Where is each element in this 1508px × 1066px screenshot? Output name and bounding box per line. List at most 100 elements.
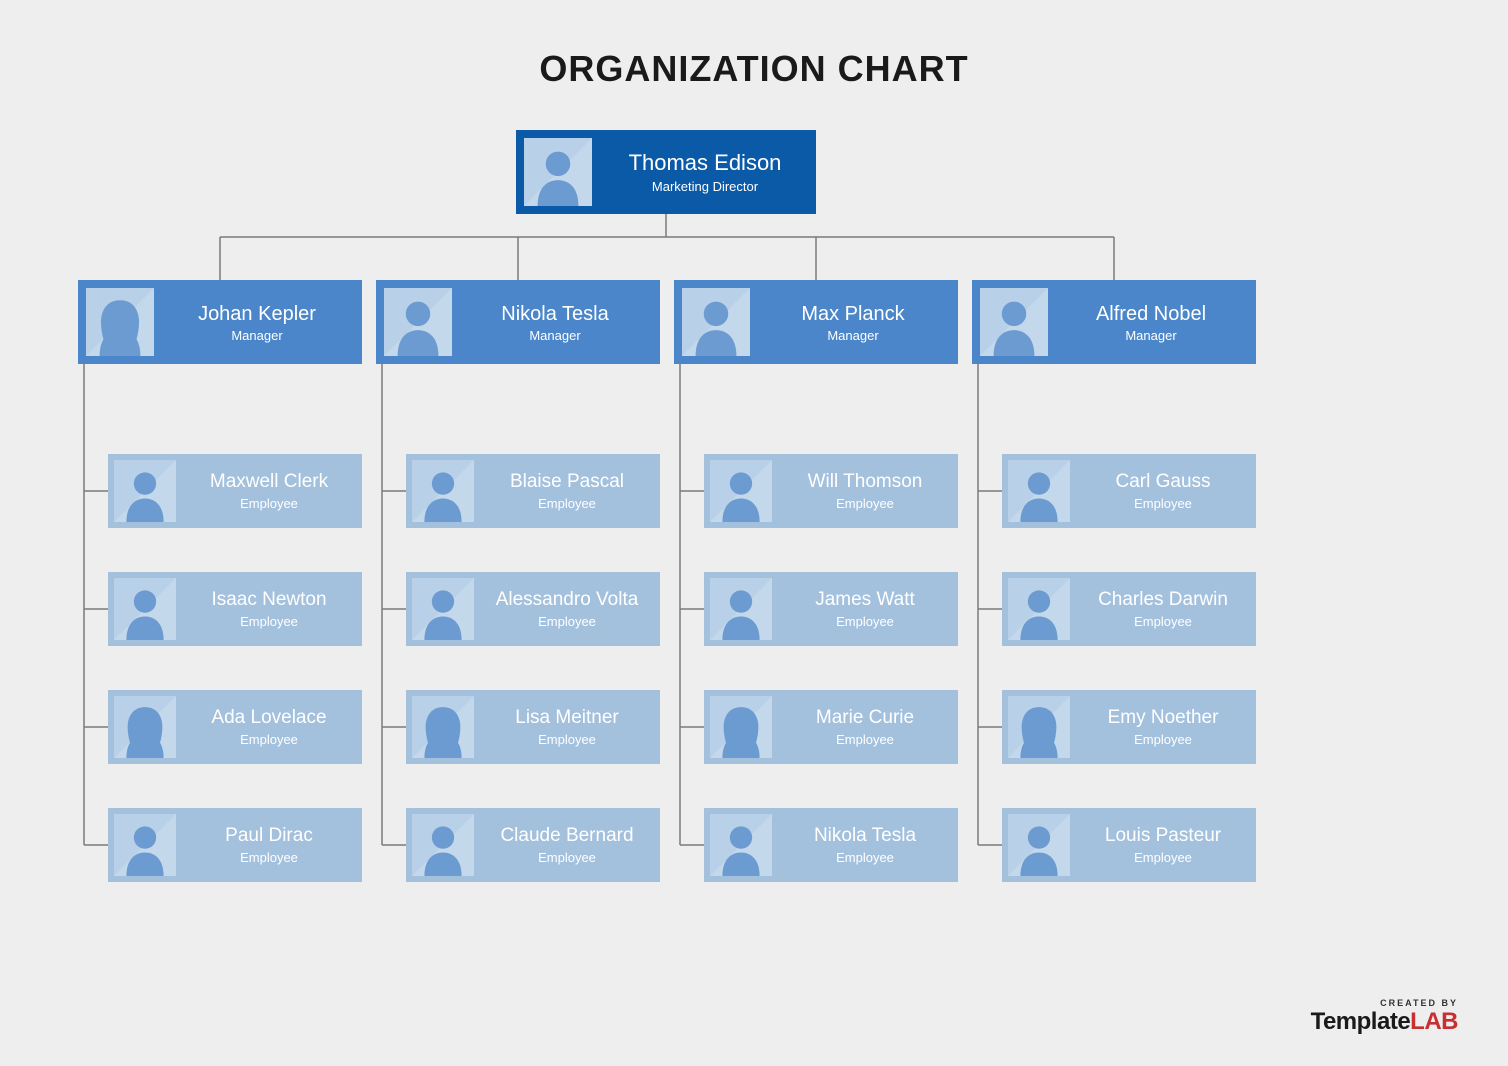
avatar-icon	[710, 460, 772, 522]
card-text: Nikola Tesla Manager	[458, 302, 652, 343]
employee-card-1-2: Lisa MeitnerEmployee	[406, 690, 660, 764]
card-text: Max PlanckManager	[756, 302, 950, 343]
person-role: Employee	[190, 732, 348, 747]
person-name: Blaise Pascal	[488, 471, 646, 494]
card-text: Alessandro Volta Employee	[480, 589, 654, 629]
avatar-icon	[114, 814, 176, 876]
employee-card-1-1: Alessandro Volta Employee	[406, 572, 660, 646]
person-name: Nikola Tesla	[466, 302, 644, 326]
employee-card-3-0: Carl Gauss Employee	[1002, 454, 1256, 528]
person-role: Employee	[488, 614, 646, 629]
person-role: Employee	[786, 614, 944, 629]
person-role: Employee	[1084, 732, 1242, 747]
person-name: Paul Dirac	[190, 825, 348, 848]
manager-card-0: Johan KeplerManager	[78, 280, 362, 364]
employee-card-3-3: Louis Pasteur Employee	[1002, 808, 1256, 882]
card-text: Paul Dirac Employee	[182, 825, 356, 865]
person-role: Marketing Director	[610, 179, 800, 194]
employee-card-1-3: Claude Bernard Employee	[406, 808, 660, 882]
person-role: Employee	[488, 496, 646, 511]
person-name: Will Thomson	[786, 471, 944, 494]
person-role: Manager	[168, 328, 346, 343]
card-text: Marie Curie Employee	[778, 707, 952, 747]
avatar-icon	[412, 460, 474, 522]
person-role: Manager	[466, 328, 644, 343]
card-text: Lisa MeitnerEmployee	[480, 707, 654, 747]
person-role: Employee	[1084, 614, 1242, 629]
avatar-icon	[412, 814, 474, 876]
card-text: Charles DarwinEmployee	[1076, 589, 1250, 629]
card-text: Maxwell Clerk Employee	[182, 471, 356, 511]
card-text: Carl Gauss Employee	[1076, 471, 1250, 511]
footer-brand-main: Template	[1311, 1008, 1411, 1035]
person-name: Thomas Edison	[610, 150, 800, 176]
avatar-icon	[524, 138, 592, 206]
avatar-icon	[114, 578, 176, 640]
employee-card-2-0: Will Thomson Employee	[704, 454, 958, 528]
person-name: Max Planck	[764, 302, 942, 326]
manager-card-1: Nikola Tesla Manager	[376, 280, 660, 364]
avatar-icon	[710, 578, 772, 640]
person-role: Employee	[190, 496, 348, 511]
avatar-icon	[86, 288, 154, 356]
person-name: James Watt	[786, 589, 944, 612]
employee-card-0-2: Ada Lovelace Employee	[108, 690, 362, 764]
avatar-icon	[412, 696, 474, 758]
person-name: Carl Gauss	[1084, 471, 1242, 494]
card-text: Nikola Tesla Employee	[778, 825, 952, 865]
person-role: Employee	[786, 496, 944, 511]
footer-created-label: CREATED BY	[1311, 998, 1458, 1008]
employee-card-1-0: Blaise Pascal Employee	[406, 454, 660, 528]
footer-brand-accent: LAB	[1410, 1008, 1458, 1035]
card-text: Isaac NewtonEmployee	[182, 589, 356, 629]
person-role: Employee	[190, 850, 348, 865]
person-name: Alfred Nobel	[1062, 302, 1240, 326]
person-role: Employee	[488, 850, 646, 865]
person-name: Ada Lovelace	[190, 707, 348, 730]
footer-brand: TemplateLAB	[1311, 1008, 1458, 1036]
person-role: Employee	[1084, 496, 1242, 511]
person-name: Lisa Meitner	[488, 707, 646, 730]
card-text: Ada Lovelace Employee	[182, 707, 356, 747]
employee-card-2-2: Marie Curie Employee	[704, 690, 958, 764]
employee-card-0-3: Paul Dirac Employee	[108, 808, 362, 882]
avatar-icon	[114, 696, 176, 758]
card-text: Claude Bernard Employee	[480, 825, 654, 865]
avatar-icon	[710, 814, 772, 876]
card-text: Will Thomson Employee	[778, 471, 952, 511]
person-role: Employee	[786, 732, 944, 747]
person-name: Claude Bernard	[488, 825, 646, 848]
avatar-icon	[412, 578, 474, 640]
person-name: Louis Pasteur	[1084, 825, 1242, 848]
card-text: Blaise Pascal Employee	[480, 471, 654, 511]
avatar-icon	[1008, 696, 1070, 758]
person-name: Alessandro Volta	[488, 589, 646, 612]
employee-card-3-1: Charles DarwinEmployee	[1002, 572, 1256, 646]
manager-card-2: Max PlanckManager	[674, 280, 958, 364]
person-name: Marie Curie	[786, 707, 944, 730]
footer-attribution: CREATED BY TemplateLAB	[1311, 998, 1458, 1036]
employee-card-3-2: Emy Noether Employee	[1002, 690, 1256, 764]
avatar-icon	[384, 288, 452, 356]
person-name: Isaac Newton	[190, 589, 348, 612]
avatar-icon	[1008, 460, 1070, 522]
employee-card-2-1: James Watt Employee	[704, 572, 958, 646]
employee-card-0-1: Isaac NewtonEmployee	[108, 572, 362, 646]
avatar-icon	[1008, 578, 1070, 640]
avatar-icon	[682, 288, 750, 356]
avatar-icon	[1008, 814, 1070, 876]
person-role: Manager	[1062, 328, 1240, 343]
director-card: Thomas Edison Marketing Director	[516, 130, 816, 214]
card-text: Thomas Edison Marketing Director	[602, 150, 808, 193]
person-name: Emy Noether	[1084, 707, 1242, 730]
card-text: Alfred Nobel Manager	[1054, 302, 1248, 343]
card-text: Johan KeplerManager	[160, 302, 354, 343]
manager-card-3: Alfred Nobel Manager	[972, 280, 1256, 364]
person-role: Employee	[786, 850, 944, 865]
person-name: Nikola Tesla	[786, 825, 944, 848]
person-role: Employee	[1084, 850, 1242, 865]
card-text: Emy Noether Employee	[1076, 707, 1250, 747]
card-text: James Watt Employee	[778, 589, 952, 629]
avatar-icon	[710, 696, 772, 758]
person-name: Maxwell Clerk	[190, 471, 348, 494]
